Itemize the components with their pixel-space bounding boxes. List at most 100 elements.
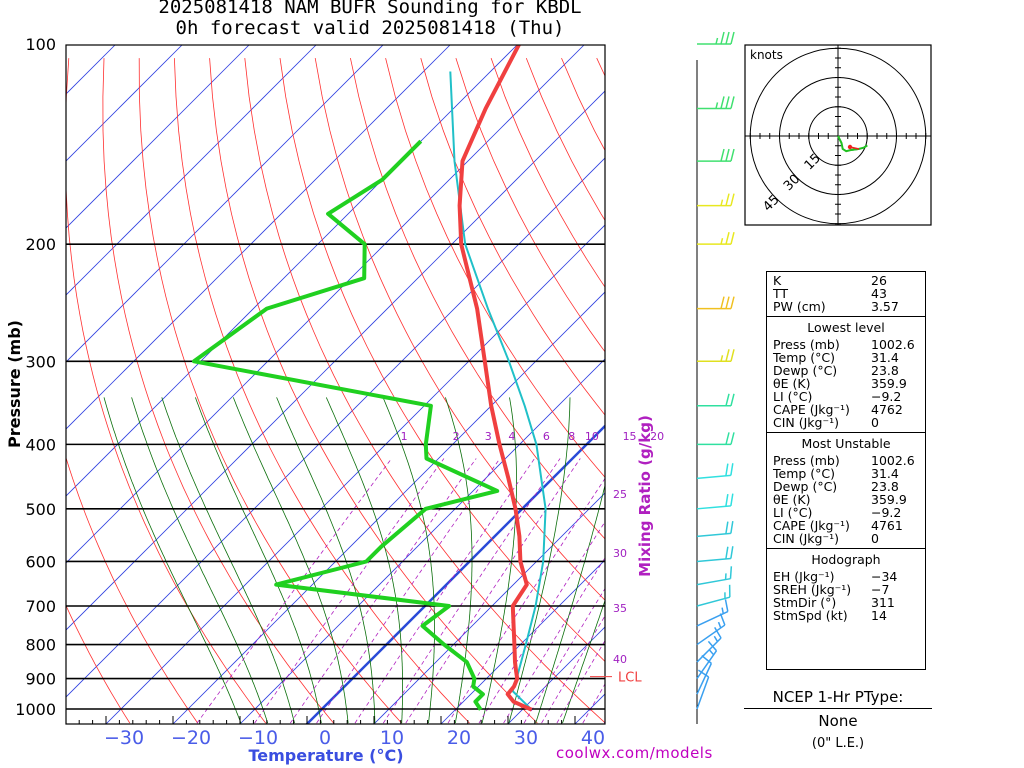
wind-barb	[696, 654, 713, 695]
stat-row: StmSpd (kt) 14	[767, 609, 925, 622]
mixing-ratio-line	[254, 458, 445, 724]
mixing-ratio-label: 1	[401, 430, 408, 443]
stat-label: Temp (°C)	[773, 350, 836, 365]
temp-tick-label: −30	[104, 727, 144, 749]
lowest-level-section: Lowest level Press (mb) 1002.6 Temp (°C) 31…	[767, 317, 925, 433]
stat-row: θE (K) 359.9	[767, 377, 925, 390]
stats-panel: K 26 TT 43 PW (cm) 3.57 Lowest level Press (m…	[766, 271, 926, 670]
mixing-ratio-label: 30	[613, 547, 627, 560]
dry-adiabat-line	[209, 58, 538, 724]
stat-value: 14	[871, 608, 887, 623]
wind-barb	[696, 493, 734, 510]
wind-barb	[697, 232, 735, 245]
stat-row: θE (K) 359.9	[767, 493, 925, 506]
wind-barb	[696, 669, 710, 710]
stat-row: Temp (°C) 31.4	[767, 351, 925, 364]
isotherm-line	[66, 157, 605, 698]
moist-adiabat-line	[276, 397, 376, 724]
stat-row: EH (Jkg⁻¹) −34	[767, 570, 925, 583]
mixing-ratio-line	[478, 521, 605, 724]
title-line-2: 0h forecast valid 2025081418 (Thu)	[175, 17, 565, 39]
parcel-trace	[449, 71, 547, 711]
stat-row: PW (cm) 3.57	[767, 300, 925, 313]
wind-barb	[696, 627, 722, 663]
chart-title: 2025081418 NAM BUFR Sounding for KBDL 0h…	[100, 0, 640, 39]
moist-adiabat-line	[445, 397, 473, 724]
wind-barb	[697, 193, 735, 207]
stat-label: Press (mb)	[773, 453, 840, 468]
moist-adiabat-line	[562, 599, 605, 724]
mixing-ratio-line	[289, 458, 477, 724]
mixing-ratio-line	[196, 458, 392, 724]
temperature-trace	[457, 45, 533, 712]
stat-value: 359.9	[871, 376, 907, 391]
ptype-panel: NCEP 1-Hr PType: None (0" L.E.)	[744, 688, 932, 751]
stat-row: Dewp (°C) 23.8	[767, 364, 925, 377]
dry-adiabat-line	[138, 58, 402, 724]
stat-row: Dewp (°C) 23.8	[767, 480, 925, 493]
wind-barb	[697, 432, 735, 446]
wind-barb	[697, 349, 735, 363]
wind-barb	[696, 584, 731, 607]
wind-barb	[697, 148, 735, 162]
stat-row: K 26	[767, 274, 925, 287]
dewpoint-trace	[192, 139, 500, 711]
moist-adiabat-line	[103, 397, 242, 724]
stat-label: CIN (Jkg⁻¹)	[773, 531, 839, 546]
dry-adiabat-line	[174, 58, 470, 724]
isotherm-line	[105, 224, 605, 724]
stat-label: θE (K)	[773, 376, 811, 391]
temp-tick-label: 40	[581, 727, 605, 749]
ptype-title: NCEP 1-Hr PType:	[744, 688, 932, 709]
isotherm-line	[66, 45, 317, 296]
hodograph-trace-upper	[850, 144, 868, 151]
mixing-ratio-label: 20	[650, 430, 664, 443]
temp-tick-label: −20	[171, 727, 211, 749]
hodograph-units-label: knots	[750, 48, 783, 62]
stat-row: TT 43	[767, 287, 925, 300]
temp-tick-label: 0	[319, 727, 331, 749]
pressure-tick-label: 300	[25, 352, 56, 371]
temp-tick-label: −10	[238, 727, 278, 749]
hodograph-ring-label: 45	[760, 192, 782, 214]
moist-adiabat-line	[195, 397, 322, 724]
credit-link[interactable]: coolwx.com/models	[556, 744, 713, 762]
stat-label: TT	[773, 286, 789, 301]
dry-adiabat-line	[350, 58, 605, 540]
stat-label: StmSpd (kt)	[773, 608, 848, 623]
title-line-1: 2025081418 NAM BUFR Sounding for KBDL	[158, 0, 582, 18]
stat-value: 4762	[871, 402, 903, 417]
hodograph-stats-title: Hodograph	[811, 552, 881, 567]
stat-value: 23.8	[871, 363, 899, 378]
plot-frame	[65, 44, 606, 725]
stat-label: StmDir (°)	[773, 595, 837, 610]
stat-value: −9.2	[871, 505, 902, 520]
hodograph-ring-label: 30	[781, 172, 803, 194]
wind-barb	[696, 521, 734, 538]
mixing-ratio-line	[582, 683, 605, 724]
mixing-ratio-label: 2	[453, 430, 460, 443]
isotherm-line	[66, 90, 605, 631]
stat-value: 4761	[871, 518, 903, 533]
stat-row: Press (mb) 1002.6	[767, 454, 925, 467]
stat-label: CAPE (Jkg⁻¹)	[773, 518, 850, 533]
stat-label: Press (mb)	[773, 337, 840, 352]
isotherm-line	[172, 291, 605, 724]
mixing-ratio-label: 8	[568, 430, 575, 443]
dry-adiabat-line	[490, 57, 605, 288]
pressure-tick-label: 600	[25, 552, 56, 571]
wind-barb	[697, 96, 735, 110]
wind-barb	[697, 296, 735, 310]
mixing-ratio-label: 10	[585, 430, 599, 443]
temp-tick-label: 30	[514, 727, 538, 749]
pressure-tick-label: 400	[25, 435, 56, 454]
most-unstable-section: Most Unstable Press (mb) 1002.6 Temp (°C) 3…	[767, 433, 925, 549]
mixing-ratio-line	[316, 458, 501, 724]
stat-value: 0	[871, 531, 879, 546]
pressure-tick-label: 100	[25, 35, 56, 54]
dry-adiabat-line	[66, 58, 267, 724]
temp-tick-label: 20	[447, 727, 471, 749]
mixing-ratio-label: 6	[543, 430, 550, 443]
isotherm-line	[66, 45, 585, 564]
stat-row: CIN (Jkg⁻¹) 0	[767, 416, 925, 429]
